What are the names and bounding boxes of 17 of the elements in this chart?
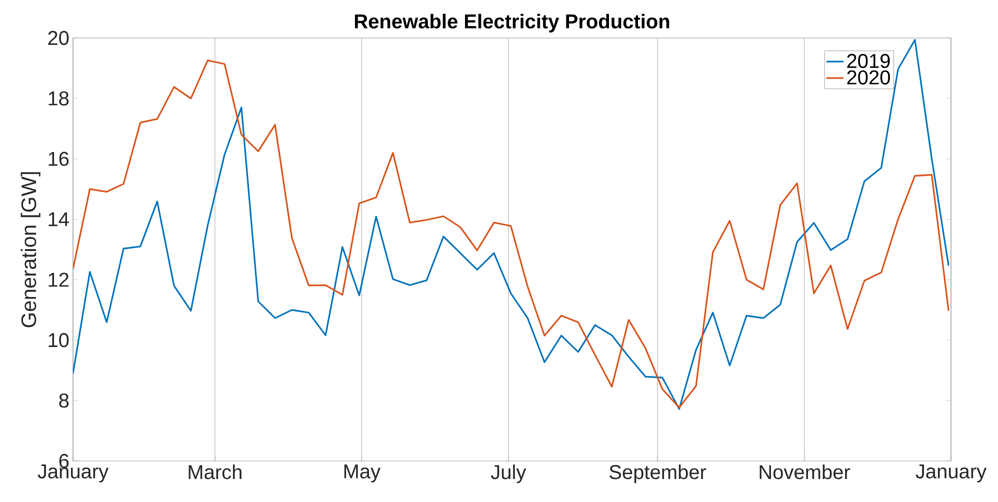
x-tick-label: March — [188, 464, 242, 480]
x-tick-label: September — [610, 464, 706, 484]
y-tick-label: 8 — [59, 393, 69, 408]
x-tick-label: May — [344, 464, 381, 482]
legend-label: 2019 — [847, 54, 890, 68]
chart-title: Renewable Electricity Production — [354, 14, 670, 32]
legend-label: 2020 — [847, 70, 890, 84]
y-tick-label: 10 — [48, 333, 69, 348]
x-tick-label: November — [760, 464, 850, 480]
y-axis-title: Generation [GW] — [20, 172, 40, 328]
y-tick-label: 18 — [48, 91, 69, 106]
y-tick-label: 20 — [48, 30, 69, 46]
y-tick-label: 12 — [48, 272, 68, 287]
x-tick-label: January — [916, 464, 987, 482]
y-tick-label: 16 — [48, 152, 69, 166]
x-tick-label: July — [490, 464, 526, 484]
y-tick-label: 14 — [48, 212, 69, 226]
